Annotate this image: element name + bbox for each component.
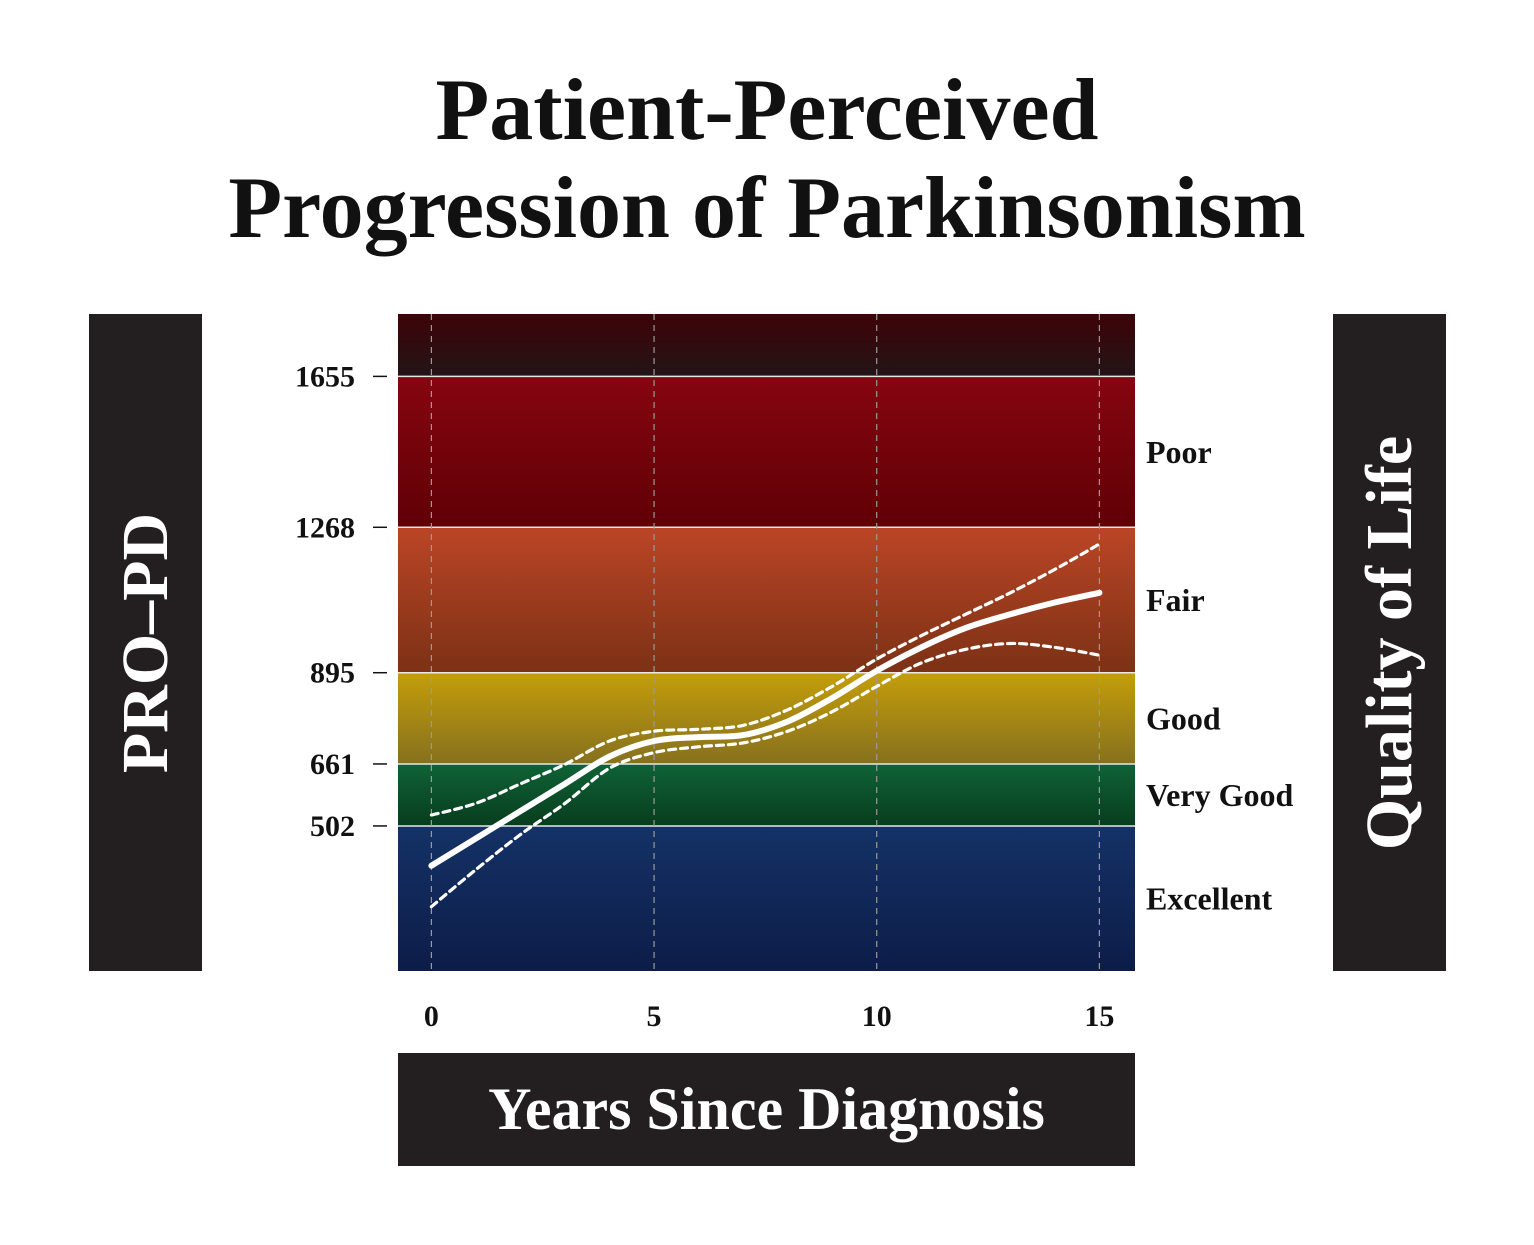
y-tick-label: 1655 bbox=[295, 360, 355, 393]
grid-layer bbox=[398, 314, 1135, 971]
band-poor bbox=[398, 376, 1135, 528]
x-axis-label-box: Years Since Diagnosis bbox=[398, 1053, 1135, 1166]
band-fair bbox=[398, 527, 1135, 673]
x-tick-label: 0 bbox=[424, 1000, 439, 1033]
series-lower-line bbox=[429, 641, 1101, 909]
x-tick-label: 10 bbox=[862, 1000, 892, 1033]
band-label-excellent: Excellent bbox=[1146, 880, 1273, 916]
chart-title: Patient-Perceived Progression of Parkins… bbox=[0, 62, 1534, 258]
band-label-good: Good bbox=[1146, 700, 1221, 736]
series-layer bbox=[428, 542, 1103, 909]
x-tick-label: 15 bbox=[1084, 1000, 1114, 1033]
y-tick-label: 895 bbox=[310, 657, 355, 690]
series-upper-line bbox=[429, 542, 1101, 817]
band-label-poor: Poor bbox=[1146, 434, 1212, 470]
band-labels-layer: Excellent Very Good Good Fair Poor bbox=[1146, 434, 1293, 917]
x-axis-label: Years Since Diagnosis bbox=[488, 1076, 1045, 1142]
chart-title-line-1: Patient-Perceived bbox=[435, 62, 1099, 159]
bands-layer bbox=[398, 314, 1135, 971]
x-ticks-layer: 0 5 10 15 bbox=[424, 1000, 1114, 1033]
band-excellent bbox=[398, 825, 1135, 971]
y-tick-label: 502 bbox=[310, 810, 355, 843]
band-very-good bbox=[398, 763, 1135, 826]
series-mean-line bbox=[428, 589, 1103, 869]
right-axis-label-box: Quality of Life bbox=[1333, 314, 1446, 971]
band-top bbox=[398, 314, 1135, 377]
y-ticks-layer: 502 661 895 1268 1655 bbox=[295, 360, 387, 843]
y-tick-label: 661 bbox=[310, 748, 355, 781]
band-label-fair: Fair bbox=[1146, 582, 1205, 618]
y-axis-label-box: PRO–PD bbox=[89, 314, 202, 971]
x-tick-label: 5 bbox=[647, 1000, 662, 1033]
chart-title-line-2: Progression of Parkinsonism bbox=[228, 160, 1306, 257]
band-label-very-good: Very Good bbox=[1146, 777, 1293, 813]
y-tick-label: 1268 bbox=[295, 511, 355, 544]
